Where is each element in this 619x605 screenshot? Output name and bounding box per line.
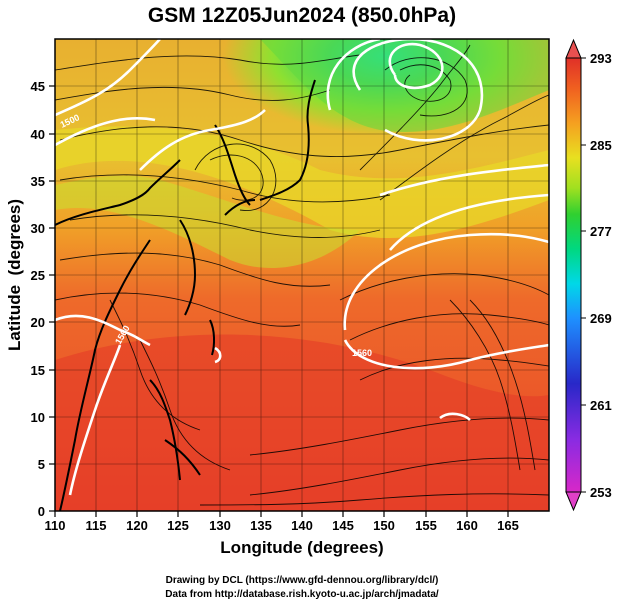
credit-line-drawing: Drawing by DCL (https://www.gfd-dennou.o…: [166, 575, 439, 586]
y-tick-label: 45: [31, 79, 45, 94]
x-tick-label: 150: [373, 518, 395, 533]
y-axis-label: Latitude (degrees): [5, 199, 24, 351]
x-tick-labels: 110 115 120 125 130 135 140 145 150 155 …: [45, 518, 519, 533]
x-tick-label: 125: [167, 518, 189, 533]
coastlines: [55, 79, 316, 511]
x-tick-label: 130: [209, 518, 231, 533]
colorbar-tick-marks: [581, 57, 586, 493]
x-tick-label: 165: [497, 518, 519, 533]
colorbar-tick-label: 269: [590, 311, 612, 326]
colorbar-tick-label: 293: [590, 51, 612, 66]
x-tick-label: 135: [250, 518, 272, 533]
x-tick-label: 115: [86, 518, 107, 533]
x-tick-label: 110: [45, 518, 66, 533]
colorbar-tick-label: 261: [590, 398, 612, 413]
x-tick-label: 120: [126, 518, 148, 533]
y-tick-label: 40: [31, 127, 45, 142]
y-tick-label: 35: [31, 174, 45, 189]
y-tick-label: 30: [31, 221, 45, 236]
height-contours: [55, 39, 549, 496]
colorbar: 293 285 277 269 261 253: [565, 38, 612, 512]
y-tick-labels: 0 5 10 15 20 25 30 35 40 45: [31, 79, 45, 519]
y-tick-label: 10: [31, 410, 45, 425]
x-tick-label: 155: [415, 518, 437, 533]
credit-line-data: Data from http://database.rish.kyoto-u.a…: [165, 589, 439, 600]
y-tick-label: 20: [31, 315, 45, 330]
colorbar-min-arrow: [565, 491, 582, 512]
y-tick-label: 15: [31, 363, 45, 378]
y-tick-label: 0: [38, 504, 45, 519]
chart-title: GSM 12Z05Jun2024 (850.0hPa): [148, 4, 456, 27]
x-tick-label: 140: [291, 518, 313, 533]
contour-label-east: 1560: [352, 348, 372, 358]
y-tick-label: 5: [38, 457, 45, 472]
colorbar-max-arrow: [565, 38, 582, 59]
x-tick-label: 145: [332, 518, 354, 533]
colorbar-gradient: [565, 57, 582, 493]
colorbar-tick-label: 253: [590, 485, 612, 500]
colorbar-tick-label: 277: [590, 224, 612, 239]
wind-streamlines: [55, 44, 549, 506]
y-tick-label: 25: [31, 268, 45, 283]
colorbar-tick-label: 285: [590, 138, 612, 153]
x-tick-label: 160: [456, 518, 478, 533]
map-plot-area: 1560 1560 1500: [55, 39, 549, 511]
x-axis-label: Longitude (degrees): [220, 538, 383, 557]
x-tick-marks: [54, 511, 509, 517]
y-tick-marks: [49, 85, 55, 512]
